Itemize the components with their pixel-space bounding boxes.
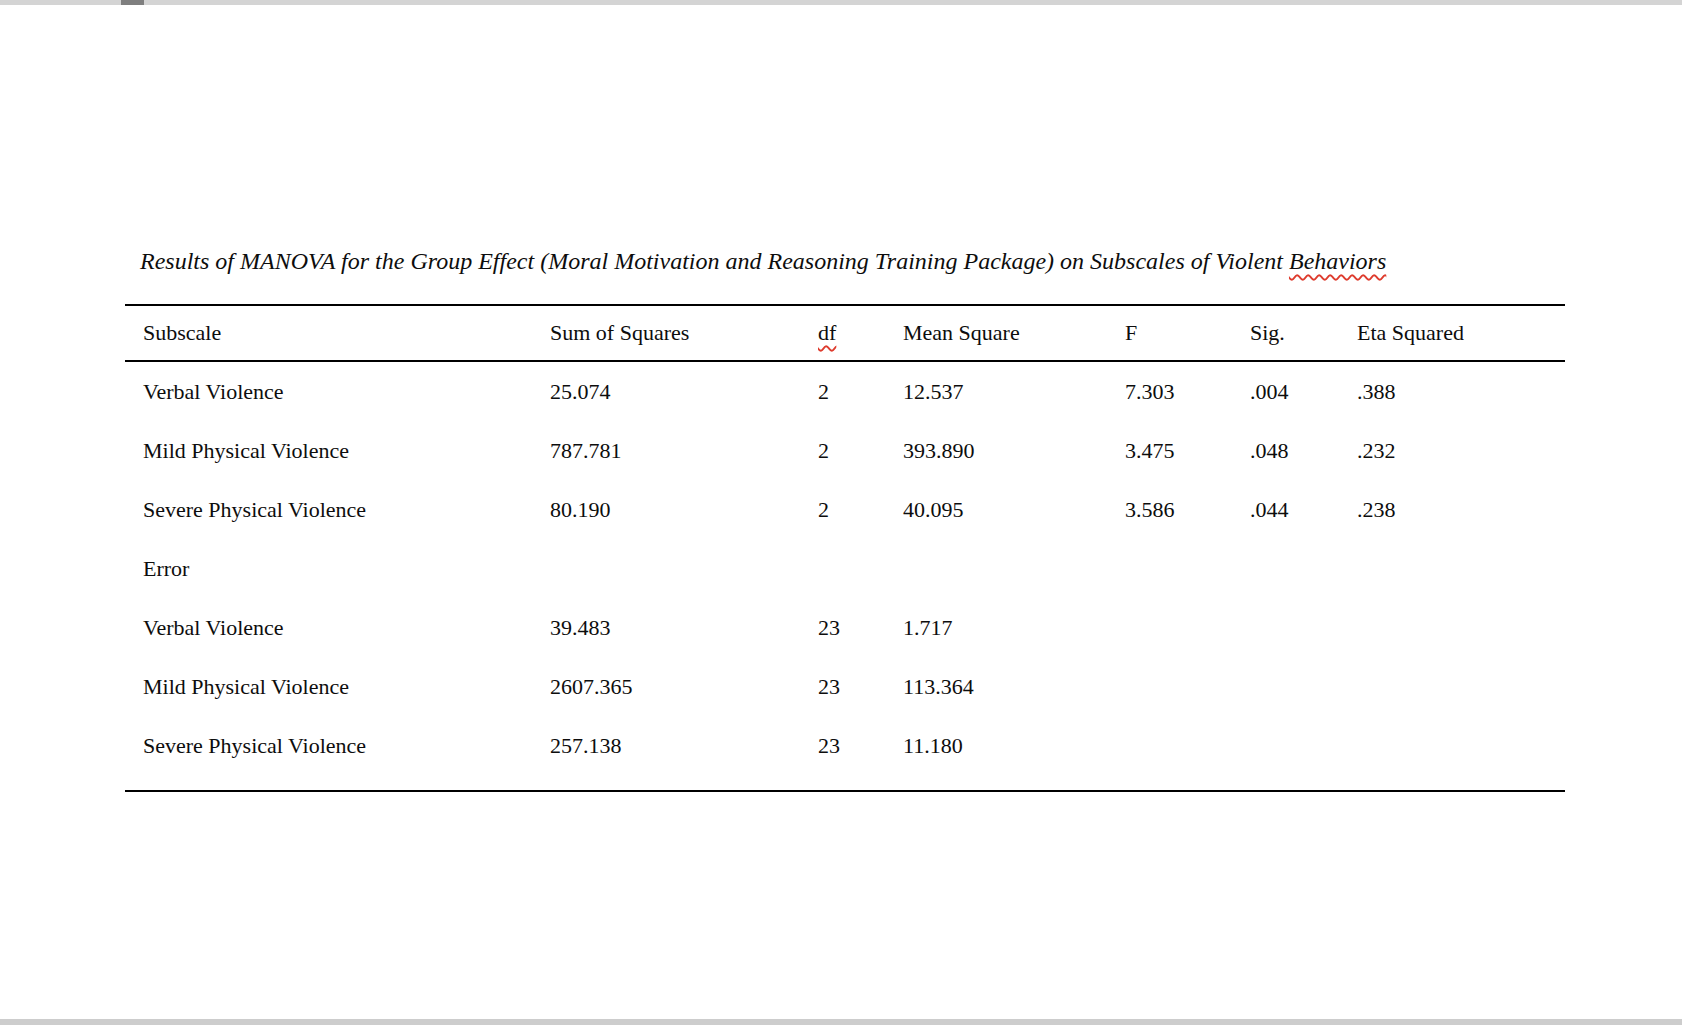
cell-df: 2: [818, 497, 903, 523]
caption-text: Results of MANOVA for the Group Effect (…: [140, 248, 1289, 274]
header-f: F: [1125, 320, 1250, 346]
cell-mean-square: 1.717: [903, 615, 1125, 641]
header-eta-squared: Eta Squared: [1357, 320, 1565, 346]
document-page: Results of MANOVA for the Group Effect (…: [0, 0, 1682, 1025]
table-row-error-section: Error: [125, 539, 1565, 598]
header-df: df: [818, 320, 903, 346]
cell-sum-of-squares: 2607.365: [550, 674, 818, 700]
cell-sum-of-squares: 787.781: [550, 438, 818, 464]
manova-results-table: Subscale Sum of Squares df Mean Square F…: [125, 304, 1565, 792]
cell-subscale: Severe Physical Violence: [125, 497, 550, 523]
cell-f: 3.475: [1125, 438, 1250, 464]
horizontal-scrollbar-thumb[interactable]: [121, 0, 144, 5]
cell-mean-square: 393.890: [903, 438, 1125, 464]
cell-subscale: Severe Physical Violence: [125, 733, 550, 759]
cell-sig: .004: [1250, 379, 1357, 405]
table-bottom-rule: [125, 775, 1565, 792]
cell-sum-of-squares: 257.138: [550, 733, 818, 759]
table-row: Severe Physical Violence 80.190 2 40.095…: [125, 480, 1565, 539]
cell-eta-squared: .238: [1357, 497, 1565, 523]
table-row: Verbal Violence 25.074 2 12.537 7.303 .0…: [125, 362, 1565, 421]
table-row: Verbal Violence 39.483 23 1.717: [125, 598, 1565, 657]
table-row: Mild Physical Violence 2607.365 23 113.3…: [125, 657, 1565, 716]
cell-f: 7.303: [1125, 379, 1250, 405]
horizontal-scrollbar[interactable]: [0, 0, 1682, 5]
cell-subscale: Error: [125, 556, 550, 582]
cell-df: 2: [818, 379, 903, 405]
cell-sig: .044: [1250, 497, 1357, 523]
cell-df: 2: [818, 438, 903, 464]
cell-subscale: Mild Physical Violence: [125, 438, 550, 464]
header-mean-square: Mean Square: [903, 320, 1125, 346]
header-sig: Sig.: [1250, 320, 1357, 346]
cell-mean-square: 12.537: [903, 379, 1125, 405]
cell-df: 23: [818, 674, 903, 700]
cell-mean-square: 40.095: [903, 497, 1125, 523]
table-row: Severe Physical Violence 257.138 23 11.1…: [125, 716, 1565, 775]
bottom-window-edge: [0, 1019, 1682, 1025]
header-subscale: Subscale: [125, 320, 550, 346]
cell-subscale: Mild Physical Violence: [125, 674, 550, 700]
header-df-flagged: df: [818, 320, 836, 345]
table-header-row: Subscale Sum of Squares df Mean Square F…: [125, 306, 1565, 362]
cell-df: 23: [818, 733, 903, 759]
table-caption: Results of MANOVA for the Group Effect (…: [140, 248, 1386, 275]
cell-df: 23: [818, 615, 903, 641]
caption-flagged-word: Behaviors: [1289, 248, 1386, 274]
table-row: Mild Physical Violence 787.781 2 393.890…: [125, 421, 1565, 480]
cell-eta-squared: .232: [1357, 438, 1565, 464]
cell-eta-squared: .388: [1357, 379, 1565, 405]
cell-sum-of-squares: 39.483: [550, 615, 818, 641]
cell-f: 3.586: [1125, 497, 1250, 523]
cell-mean-square: 113.364: [903, 674, 1125, 700]
cell-sum-of-squares: 25.074: [550, 379, 818, 405]
header-sum-of-squares: Sum of Squares: [550, 320, 818, 346]
cell-subscale: Verbal Violence: [125, 615, 550, 641]
cell-sig: .048: [1250, 438, 1357, 464]
cell-sum-of-squares: 80.190: [550, 497, 818, 523]
cell-subscale: Verbal Violence: [125, 379, 550, 405]
cell-mean-square: 11.180: [903, 733, 1125, 759]
